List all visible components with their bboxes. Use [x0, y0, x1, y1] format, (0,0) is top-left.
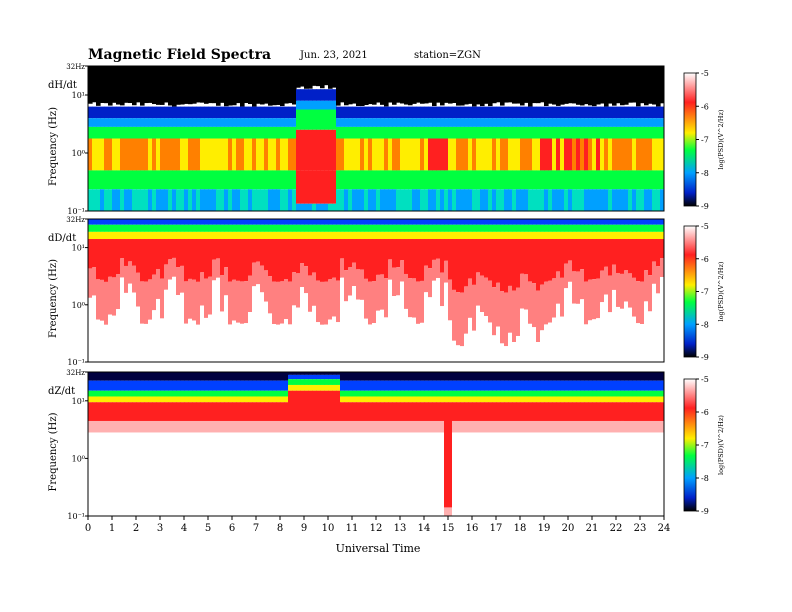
- colorbar-label: log(PSD)(V^2/Hz): [717, 415, 725, 475]
- y-tick-label: 10⁰: [72, 454, 85, 463]
- panel-label: dZ/dt: [48, 386, 75, 397]
- colorbar: -5 -6 -7 -8 -9 log(PSD)(V^2/Hz): [683, 375, 725, 516]
- x-tick-label: 22: [610, 523, 623, 534]
- date-label: Jun. 23, 2021: [299, 50, 368, 61]
- y-axis-title: Frequency (Hz): [48, 412, 59, 491]
- colorbar-tick-label: -6: [701, 408, 709, 417]
- x-tick-label: 15: [442, 523, 455, 534]
- x-tick-label: 11: [346, 523, 359, 534]
- y-tick-label: 32Hz: [66, 216, 85, 224]
- colorbar-tick-label: -5: [701, 375, 709, 384]
- colorbar-tick-label: -6: [701, 255, 709, 264]
- x-tick-label: 16: [466, 523, 479, 534]
- colorbar-tick-label: -7: [701, 288, 709, 297]
- colorbar: -5 -6 -7 -8 -9 log(PSD)(V^2/Hz): [683, 222, 725, 362]
- colorbar-tick-label: -8: [701, 169, 709, 178]
- y-tick-label: 10⁻¹: [67, 358, 85, 367]
- y-axis-title: Frequency (Hz): [48, 259, 59, 338]
- x-tick-label: 24: [658, 523, 671, 534]
- y-tick-label: 10¹: [72, 397, 85, 406]
- x-axis: 0 1 2 3 4 5 6 7 8 9 10 11 12 13 14 15 16 17 18 19 20 21 22 23 24: [85, 516, 671, 534]
- x-tick-label: 4: [181, 523, 187, 534]
- x-tick-label: 3: [157, 523, 163, 534]
- spectrogram-image: [88, 372, 664, 516]
- spectrogram-image: [88, 66, 664, 211]
- x-tick-label: 14: [418, 523, 431, 534]
- panel-frame: [87, 218, 665, 363]
- y-tick-label: 10⁻¹: [67, 512, 85, 521]
- colorbar-tick-label: -8: [701, 320, 709, 329]
- colorbar-tick-label: -5: [701, 69, 709, 78]
- colorbar-tick-label: -8: [701, 474, 709, 483]
- station-label: station=ZGN: [414, 50, 481, 61]
- x-tick-label: 7: [253, 523, 259, 534]
- y-tick-label: 10⁻¹: [67, 207, 85, 216]
- spectrogram-image: [88, 219, 664, 362]
- x-tick-label: 2: [133, 523, 139, 534]
- y-tick-label: 10¹: [72, 244, 85, 253]
- y-tick-label: 10⁰: [72, 301, 85, 310]
- panel-label: dH/dt: [48, 80, 77, 91]
- x-tick-label: 8: [277, 523, 283, 534]
- colorbar-tick-label: -6: [701, 102, 709, 111]
- x-tick-label: 19: [538, 523, 551, 534]
- figure-title: Magnetic Field Spectra: [88, 47, 271, 63]
- x-tick-label: 12: [370, 523, 383, 534]
- x-tick-label: 13: [394, 523, 407, 534]
- x-tick-label: 17: [490, 523, 503, 534]
- y-tick-label: 10¹: [72, 91, 85, 100]
- colorbar-tick-label: -5: [701, 222, 709, 231]
- y-tick-label: 32Hz: [66, 63, 85, 71]
- colorbar-tick-label: -9: [701, 202, 709, 211]
- colorbar-tick-label: -9: [701, 353, 709, 362]
- y-tick-label: 32Hz: [66, 369, 85, 377]
- panel-frame: [87, 65, 665, 212]
- x-tick-label: 0: [85, 523, 91, 534]
- colorbar-label: log(PSD)(V^2/Hz): [717, 261, 725, 321]
- colorbar-tick-label: -9: [701, 507, 709, 516]
- x-tick-label: 9: [301, 523, 307, 534]
- y-tick-label: 10⁰: [72, 149, 85, 158]
- colorbar-label: log(PSD)(V^2/Hz): [717, 109, 725, 169]
- y-axis-title: Frequency (Hz): [48, 107, 59, 186]
- x-tick-label: 21: [586, 523, 599, 534]
- x-axis-label: Universal Time: [336, 542, 421, 555]
- x-tick-label: 23: [634, 523, 647, 534]
- panel-label: dD/dt: [48, 233, 76, 244]
- x-tick-label: 18: [514, 523, 527, 534]
- colorbar-tick-label: -7: [701, 441, 709, 450]
- x-tick-label: 6: [229, 523, 235, 534]
- x-tick-label: 10: [322, 523, 335, 534]
- colorbar-tick-label: -7: [701, 136, 709, 145]
- colorbar: -5 -6 -7 -8 -9 log(PSD)(V^2/Hz): [683, 69, 725, 211]
- x-tick-label: 5: [205, 523, 211, 534]
- x-tick-label: 20: [562, 523, 575, 534]
- x-tick-label: 1: [109, 523, 115, 534]
